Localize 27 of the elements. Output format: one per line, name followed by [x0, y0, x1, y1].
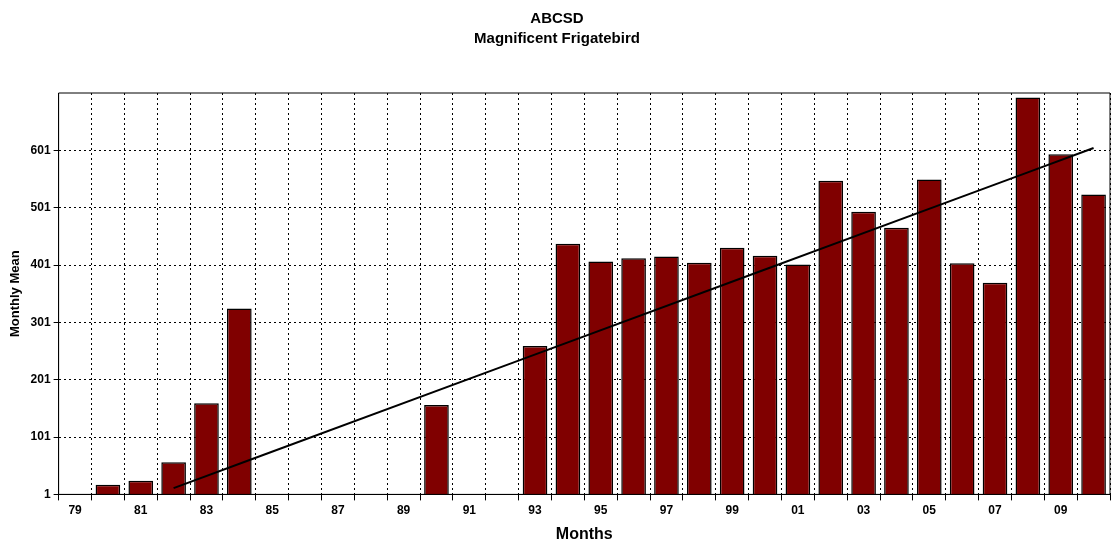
x-tick-label: 03 [856, 502, 871, 517]
y-tick-label: 401 [30, 257, 51, 272]
y-tick-label: 101 [30, 429, 51, 444]
y-tick-label: 1 [43, 486, 51, 501]
x-tick-label: 91 [462, 502, 477, 517]
x-tick-label: 09 [1054, 502, 1068, 517]
chart-subtitle: Magnificent Frigatebird [474, 29, 640, 47]
y-tick-label: 501 [30, 200, 51, 214]
x-tick-label: 97 [659, 502, 674, 517]
x-tick-label: 95 [594, 502, 608, 517]
y-tick-label: 201 [30, 372, 51, 387]
x-tick-label: 79 [68, 502, 83, 517]
x-tick-label: 81 [134, 502, 148, 517]
x-tick-label: 07 [988, 502, 1002, 517]
x-tick-label: 99 [725, 502, 740, 517]
x-axis-title: Months [555, 524, 613, 542]
y-tick-label: 601 [30, 142, 51, 157]
y-axis-title: Monthly Mean [7, 250, 23, 338]
x-tick-label: 93 [528, 502, 543, 517]
x-tick-label: 89 [396, 502, 411, 517]
x-tick-label: 01 [791, 502, 805, 517]
x-tick-label: 87 [331, 502, 345, 517]
chart-title: ABCSD [530, 9, 584, 27]
x-tick-label: 85 [265, 502, 280, 517]
y-tick-label: 301 [30, 314, 51, 329]
x-tick-label: 83 [199, 502, 214, 517]
x-tick-label: 05 [922, 502, 937, 517]
